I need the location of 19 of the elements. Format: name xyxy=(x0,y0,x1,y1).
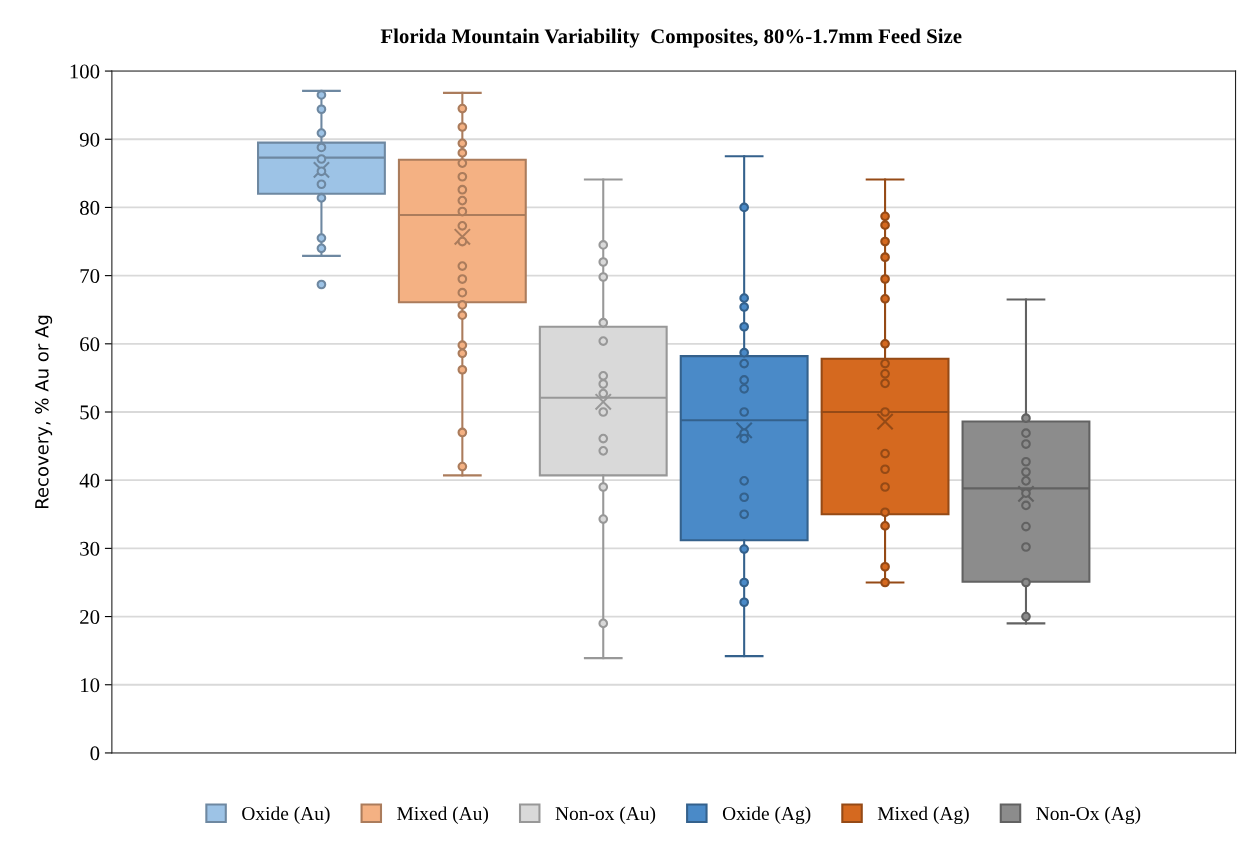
y-tick-label: 70 xyxy=(80,269,100,284)
y-tick-label: 40 xyxy=(79,473,100,488)
chart-title: Florida Mountain Variability Composites, 80%-1.7mm Feed Size xyxy=(380,28,962,48)
y-tick-label: 10 xyxy=(81,678,100,693)
y-tick-label: 90 xyxy=(79,132,100,147)
legend-label: Mixed (Ag) xyxy=(877,806,969,825)
legend-label: Non-ox (Au) xyxy=(555,806,656,825)
legend-label: Mixed (Au) xyxy=(397,806,489,825)
legend-label: Non-Ox (Ag) xyxy=(1036,806,1141,825)
y-tick-label: 50 xyxy=(80,405,100,420)
y-tick-label: 60 xyxy=(80,337,100,352)
y-axis-title: Recovery, % Au or Ag xyxy=(34,315,53,509)
legend-label: Oxide (Ag) xyxy=(722,806,811,825)
y-tick-label: 30 xyxy=(80,541,100,556)
y-tick-label: 20 xyxy=(80,609,100,624)
y-tick-label: 80 xyxy=(80,200,100,215)
y-tick-label: 0 xyxy=(90,746,100,761)
legend-label: Oxide (Au) xyxy=(242,806,330,825)
y-tick-label: 100 xyxy=(70,64,100,79)
